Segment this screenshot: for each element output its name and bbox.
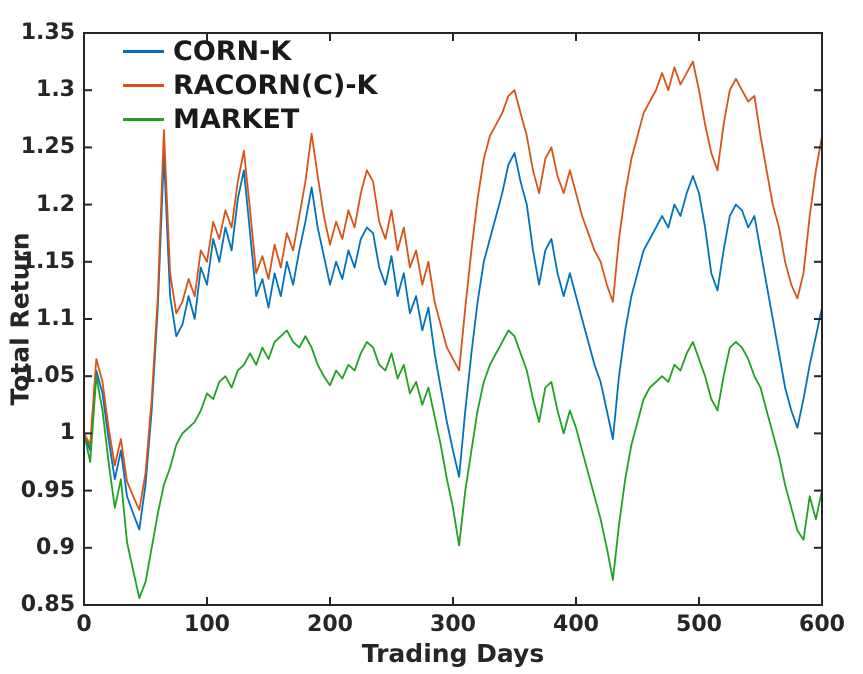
x-tick-label: 300 [430, 612, 476, 637]
y-tick-label: 1.3 [36, 77, 75, 103]
x-tick-label: 600 [799, 612, 845, 637]
y-tick-label: 0.95 [20, 477, 75, 503]
legend-label-corn-k: CORN-K [173, 36, 292, 67]
legend-item-corn-k: CORN-K [123, 36, 377, 67]
y-tick-label: 1.25 [20, 134, 75, 160]
y-tick-label: 1.35 [20, 20, 75, 45]
racorn-c-k-line-sample-icon [123, 84, 164, 87]
y-tick-label: 1.2 [36, 191, 75, 217]
x-tick-label: 0 [76, 612, 92, 637]
y-tick-label: 1.1 [36, 306, 75, 331]
x-tick-label: 200 [307, 612, 353, 637]
series-line-market [83, 329, 823, 599]
legend-item-racorn-c-k: RACORN(C)-K [123, 70, 378, 101]
y-tick-label: 0.9 [36, 534, 75, 560]
x-tick-label: 400 [553, 612, 599, 637]
corn-k-line-sample-icon [123, 50, 164, 53]
legend-label-market: MARKET [173, 104, 300, 135]
y-axis-title: Total Return [5, 232, 35, 406]
legend-label-racorn-c-k: RACORN(C)-K [173, 70, 378, 101]
y-tick-label: 1 [59, 420, 75, 446]
y-tick-label: 1.05 [20, 363, 75, 389]
market-line-sample-icon [123, 118, 164, 121]
y-tick-label: 1.15 [20, 248, 75, 274]
legend: CORN-K RACORN(C)-K MARKET [123, 36, 378, 135]
series-line-corn-k [83, 152, 823, 531]
x-tick-label: 100 [184, 612, 230, 637]
series-line-racorn-c-k [83, 60, 823, 511]
y-tick-label: 0.85 [20, 592, 75, 617]
legend-item-market: MARKET [123, 104, 377, 135]
x-axis-title: Trading Days [361, 639, 545, 668]
x-tick-label: 500 [676, 612, 722, 637]
